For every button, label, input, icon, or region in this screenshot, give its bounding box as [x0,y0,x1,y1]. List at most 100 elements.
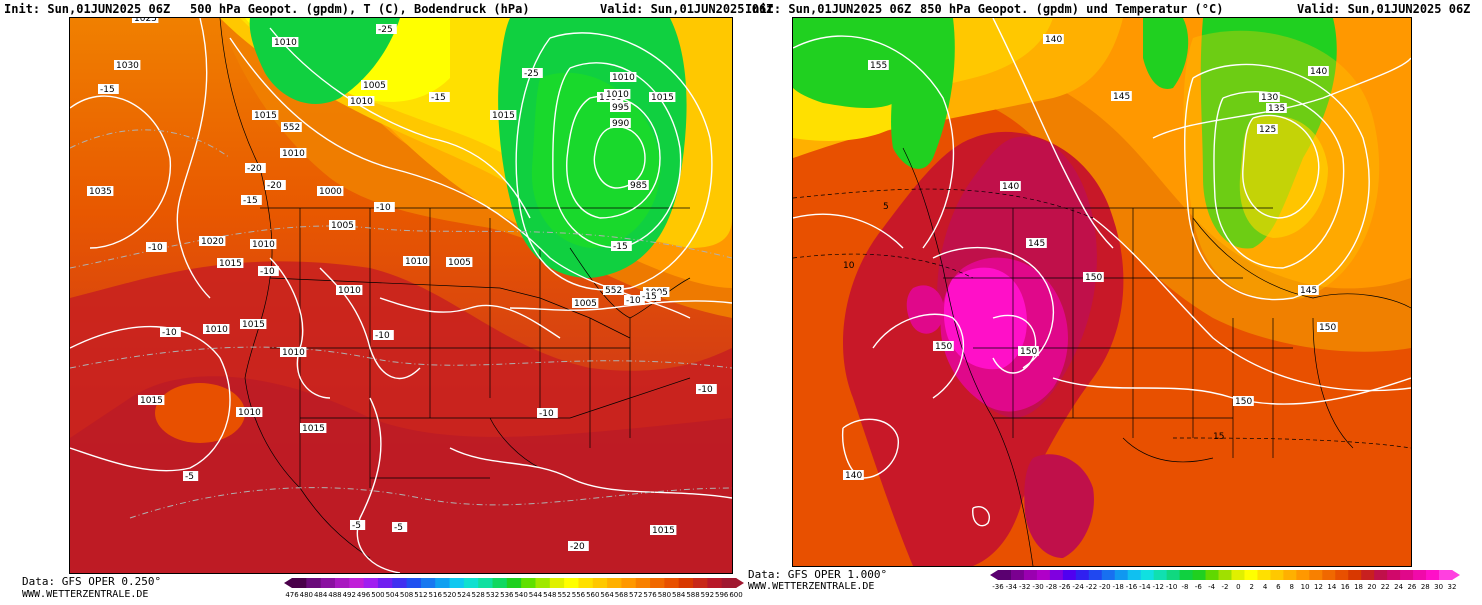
left-colorbar: 476 480 484 488 492 496 500 504 508 512 516 520 524 5… [284,577,744,605]
left-colorbar-swatch [392,578,408,588]
left-temp-label-box [376,24,397,34]
left-data-source: Data: GFS OPER 0.250° [22,575,162,588]
right-geopot-label-box [1000,181,1021,191]
right-colorbar-swatch [998,570,1012,580]
left-pressure-label-box [604,89,631,99]
left-colorbar-swatch [420,578,436,588]
right-colorbar-tick-label: 30 [1434,583,1443,591]
right-data-source: Data: GFS OPER 1.000° [748,568,888,581]
right-geopot-label: 150 [1319,323,1336,333]
right-colorbar-tick-label: 6 [1276,583,1281,591]
left-colorbar-tick-label: 588 [686,591,699,599]
left-colorbar-tick-label: 560 [586,591,599,599]
left-colorbar-swatch [292,578,307,588]
left-temp-label-box [146,242,167,252]
right-colorbar-tick-label: 28 [1421,583,1430,591]
left-pressure-label: 1020 [201,237,224,247]
left-pressure-label: 1015 [492,111,515,121]
right-colorbar-tick-label: 24 [1394,583,1403,591]
left-colorbar-swatch [435,578,451,588]
left-pressure-label-box [361,80,388,90]
left-pressure-label: 1000 [319,187,342,197]
left-colorbar-tick-label: 532 [486,591,499,599]
left-pressure-label-box [628,180,649,190]
left-temp-label-box [696,384,717,394]
right-colorbar-swatch [1387,570,1401,580]
left-temp-label-box [183,471,199,481]
left-pressure-label-box [610,72,637,82]
left-pressure-label: 1035 [89,187,112,197]
right-colorbar-swatch [1231,570,1245,580]
right-colorbar-tick-label: 22 [1381,583,1390,591]
left-valid-label: Valid: Sun,01JUN2025 06Z [600,2,774,16]
right-colorbar-tick-label: 0 [1236,583,1240,591]
left-temp-label: -10 [539,409,554,419]
right-geopot-label: 135 [1268,104,1285,114]
left-colorbar-tick-label: 476 [285,591,299,599]
right-init-label: Init: Sun,01JUN2025 06Z [745,2,912,16]
left-temp-label: -10 [376,203,391,213]
left-pressure-label: 1010 [274,38,297,48]
right-colorbar-swatch [1140,570,1155,580]
right-geopot-label: 150 [1020,347,1037,357]
left-colorbar-swatch [406,578,422,588]
left-pressure-label: 1015 [242,320,265,330]
left-colorbar-arrow-left [284,578,292,588]
left-colorbar-swatch [564,578,579,588]
left-colorbar-arrow-right [736,578,744,588]
right-colorbar-tick-label: -6 [1195,583,1203,591]
right-colorbar-swatch [1114,570,1129,580]
left-pressure-label-box [138,395,165,405]
right-geopot-label-box [1018,346,1039,356]
left-temp-label: -25 [524,69,539,79]
left-temp-label-box [392,522,408,532]
left-temp-label: -15 [431,93,446,103]
left-colorbar-swatch [578,578,594,588]
left-pressure-label: 1010 [282,149,305,159]
right-colorbar-tick-label: 10 [1301,583,1310,591]
left-colorbar-swatch [449,578,465,588]
left-pressure-label-box [446,257,473,267]
right-colorbar-swatch [1426,570,1440,580]
right-geopot-label: 145 [1028,239,1045,249]
right-geopot-label-box [1111,91,1132,101]
left-colorbar-tick-label: 496 [357,591,371,599]
left-pressure-label-box [610,118,631,128]
left-colorbar-swatch [678,578,694,588]
left-pressure-label-box [348,96,375,106]
right-geopot-label: 145 [1300,286,1317,296]
left-colorbar-swatch [334,578,350,588]
left-pressure-label: 1010 [606,90,629,100]
left-pressure-label: 985 [630,181,647,191]
left-pressure-label-box [280,347,307,357]
left-colorbar-tick-label: 480 [300,591,313,599]
left-temp-label: -10 [148,243,163,253]
left-colorbar-tick-label: 576 [643,591,657,599]
right-geopot-label: 150 [1085,273,1102,283]
right-colorbar-swatch [1075,570,1090,580]
left-pressure-label-box [650,525,677,535]
left-colorbar-tick-label: 508 [400,591,413,599]
left-temp-label: -10 [626,296,641,306]
left-colorbar-tick-label: 568 [615,591,628,599]
right-colorbar-tick-label: -12 [1153,583,1164,591]
left-temp-label: -25 [378,25,393,35]
left-colorbar-swatch [478,578,494,588]
left-colorbar-tick-label: 564 [600,591,614,599]
right-colorbar-tick-label: 26 [1407,583,1416,591]
right-colorbar-tick-label: 4 [1263,583,1268,591]
left-temp-label: -10 [375,331,390,341]
left-pressure-label: 1015 [652,526,675,536]
right-colorbar-swatch [1270,570,1284,580]
right-colorbar-swatch [1010,570,1025,580]
left-temp-label: -5 [394,523,403,533]
left-colorbar-swatch [492,578,508,588]
left-temp-label: -10 [260,267,275,277]
left-geopot-label-box [281,122,302,132]
left-temp-label-box [265,180,286,190]
right-colorbar-tick-label: 16 [1341,583,1350,591]
right-colorbar-tick-label: -26 [1059,583,1071,591]
right-temp-label: 10 [843,261,855,271]
right-colorbar-tick-label: 20 [1367,583,1376,591]
left-temp-label: -15 [642,292,657,302]
